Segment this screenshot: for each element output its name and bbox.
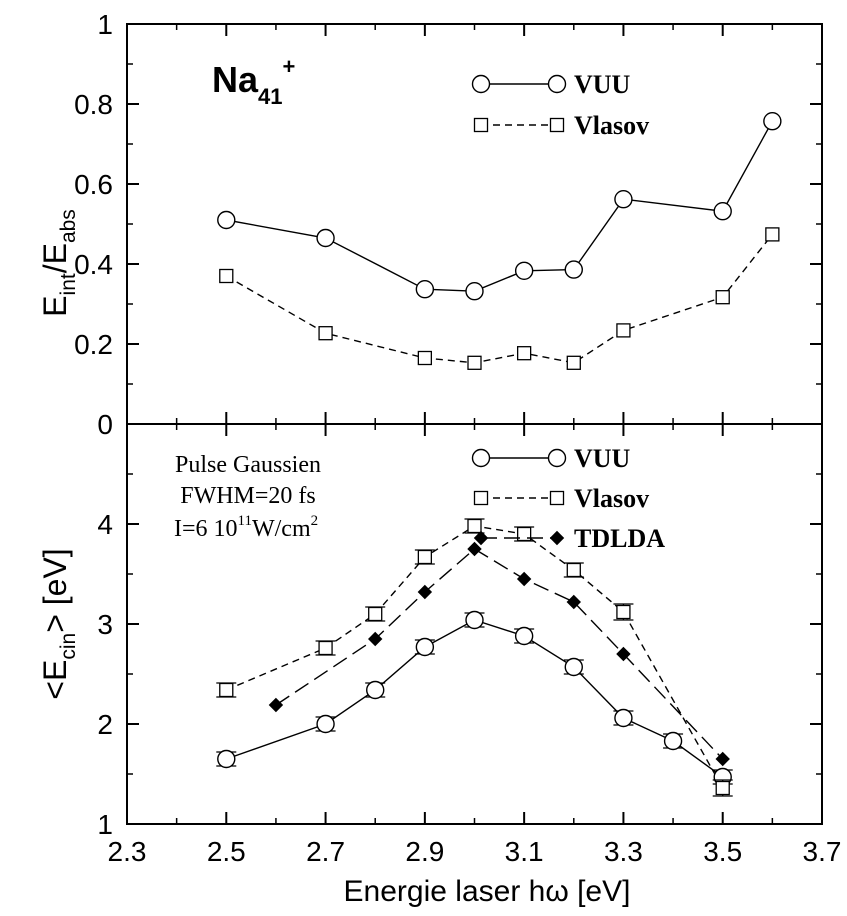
legend-marker-start-bottom xyxy=(471,448,491,468)
data-point-top-vuu xyxy=(316,228,335,248)
data-point-bottom-tdlda xyxy=(467,541,482,557)
data-point-top-vuu xyxy=(713,201,732,221)
data-point-bottom-vuu xyxy=(614,708,633,728)
data-point-bottom-vuu xyxy=(663,731,683,751)
data-point-top-vlasov xyxy=(516,346,532,361)
legend-label-bottom-vlasov: Vlasov xyxy=(574,484,649,513)
data-point-bottom-vlasov xyxy=(616,604,631,620)
data-point-top-vuu xyxy=(614,189,633,209)
bottom-ylabel: <Ecin> [eV] xyxy=(37,548,80,699)
legend-marker-end-bottom xyxy=(547,448,567,468)
legend-label-top-vuu: VUU xyxy=(574,70,631,99)
data-point-top-vuu xyxy=(415,280,435,299)
data-point-bottom-tdlda xyxy=(268,697,284,713)
data-point-bottom-vlasov xyxy=(318,640,333,656)
ytick-label-top: 0.8 xyxy=(74,89,113,120)
ytick-label-top: 0 xyxy=(97,409,113,440)
data-point-top-vuu xyxy=(564,260,583,279)
legend-layer: VUU Vlasov VUU Vlasov TDLDA xyxy=(471,70,665,553)
series-line-bottom-tdlda xyxy=(275,548,724,760)
series-line-bottom-vlasov xyxy=(226,525,724,789)
legend-marker-end-bottom xyxy=(549,490,565,506)
series-line-top-vlasov xyxy=(225,233,773,364)
data-point-bottom-vlasov xyxy=(219,682,234,698)
data-point-top-vlasov xyxy=(318,326,333,341)
data-point-bottom-tdlda xyxy=(715,751,730,767)
data-point-bottom-tdlda xyxy=(616,646,631,662)
data-point-bottom-vlasov xyxy=(467,518,482,534)
legend-marker-end-top xyxy=(549,117,565,133)
text-layer: Na41+ Eint/Eabs <Ecin> [eV] Energie lase… xyxy=(37,54,630,908)
data-point-bottom-vuu xyxy=(316,714,335,734)
top-annotation: Na41+ xyxy=(212,54,295,109)
data-point-bottom-vuu xyxy=(217,749,236,769)
data-point-bottom-vuu xyxy=(366,680,385,700)
top-annotation-base: Na xyxy=(212,59,259,100)
xtick-label: 3.3 xyxy=(604,836,643,867)
data-point-top-vlasov xyxy=(616,323,631,338)
annotation-fwhm: FWHM=20 fs xyxy=(180,483,316,509)
data-point-bottom-vlasov xyxy=(368,606,383,622)
data-point-bottom-tdlda xyxy=(516,571,532,587)
ytick-label-bottom: 1 xyxy=(97,809,113,840)
legend-marker-start-top xyxy=(471,74,491,94)
data-point-bottom-vlasov xyxy=(715,780,730,796)
axis-ticks: 0 0.2 0.4 0.6 0.8 1 1 2 3 4 2.3 2.5 2.7 2.9 3.1 3.3 3.5 3… xyxy=(74,9,841,867)
legend-marker-end-top xyxy=(547,74,567,94)
legend-label-bottom-tdlda: TDLDA xyxy=(574,524,665,553)
data-point-bottom-vuu xyxy=(415,637,435,657)
ytick-label-bottom: 3 xyxy=(97,609,113,640)
data-point-top-vlasov xyxy=(765,227,780,242)
top-annotation-sup: + xyxy=(283,54,296,79)
top-annotation-sub: 41 xyxy=(258,84,282,109)
data-point-bottom-tdlda xyxy=(368,631,383,647)
legend-marker-start-bottom xyxy=(473,490,489,506)
markers-layer xyxy=(216,111,782,797)
legend-marker-start-top xyxy=(473,117,489,133)
legend-marker-start-bottom xyxy=(473,530,489,546)
data-point-top-vlasov xyxy=(417,350,433,366)
xtick-label: 3.1 xyxy=(505,836,544,867)
ytick-label-top: 0.4 xyxy=(74,249,113,280)
ytick-label-top: 1 xyxy=(97,9,113,40)
data-point-top-vuu xyxy=(763,111,782,131)
data-point-bottom-vlasov xyxy=(566,562,581,578)
data-point-top-vlasov xyxy=(219,268,234,284)
xtick-label: 2.5 xyxy=(207,836,246,867)
xtick-label: 3.7 xyxy=(803,836,842,867)
data-point-top-vuu xyxy=(514,261,534,280)
series-line-bottom-vuu xyxy=(226,619,724,778)
data-point-top-vlasov xyxy=(566,355,581,370)
data-point-top-vlasov xyxy=(715,290,730,305)
ytick-label-top: 0.6 xyxy=(74,169,113,200)
xtick-label: 2.3 xyxy=(108,836,147,867)
data-point-bottom-vuu xyxy=(564,657,583,677)
data-point-top-vuu xyxy=(217,210,236,230)
data-point-bottom-vlasov xyxy=(417,549,433,565)
ytick-label-bottom: 2 xyxy=(97,709,113,740)
data-point-top-vlasov xyxy=(467,355,482,370)
top-ylabel: Eint/Eabs xyxy=(37,209,80,317)
ytick-label-top: 0.2 xyxy=(74,329,113,360)
data-point-bottom-vuu xyxy=(465,610,484,630)
annotation-pulse: Pulse Gaussien xyxy=(175,452,321,478)
annotation-intensity: I=6 1011W/cm2 xyxy=(174,513,318,542)
data-point-bottom-tdlda xyxy=(566,594,581,610)
xtick-label: 2.7 xyxy=(306,836,345,867)
legend-label-top-vlasov: Vlasov xyxy=(574,111,649,140)
data-point-bottom-tdlda xyxy=(417,584,433,600)
legend-label-bottom-vuu: VUU xyxy=(574,444,631,473)
data-point-top-vuu xyxy=(465,282,484,301)
x-axis-label: Energie laser hω [eV] xyxy=(344,875,631,908)
ytick-label-bottom: 4 xyxy=(97,509,113,540)
legend-marker-end-bottom xyxy=(549,530,565,546)
xtick-label: 3.5 xyxy=(703,836,742,867)
series-line-top-vuu xyxy=(226,120,773,292)
data-point-bottom-vuu xyxy=(514,626,534,646)
xtick-label: 2.9 xyxy=(405,836,444,867)
data-point-bottom-vlasov xyxy=(516,526,532,542)
